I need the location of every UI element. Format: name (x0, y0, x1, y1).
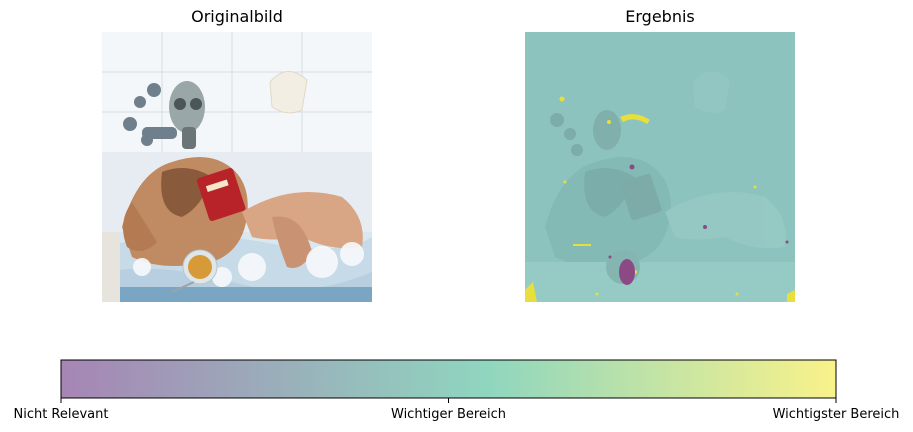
original-photo-illustration (102, 32, 372, 302)
result-heatmap-illustration (525, 32, 795, 302)
colorbar-svg: Nicht Relevant Wichtiger Bereich Wichtigst… (13, 359, 899, 422)
colorbar-gradient (60, 359, 837, 399)
original-image (102, 32, 372, 302)
colorbar: Nicht Relevant Wichtiger Bereich Wichtigst… (0, 355, 913, 432)
colorbar-tick-label: Wichtigster Bereich (773, 407, 900, 422)
result-heatmap-image (525, 32, 795, 302)
colorbar-tick-label: Nicht Relevant (13, 407, 108, 422)
colorbar-ticks: Nicht Relevant Wichtiger Bereich Wichtigst… (13, 398, 899, 422)
colorbar-tick-label: Wichtiger Bereich (391, 407, 506, 422)
original-image-title: Originalbild (191, 7, 283, 26)
result-image-title: Ergebnis (625, 7, 695, 26)
